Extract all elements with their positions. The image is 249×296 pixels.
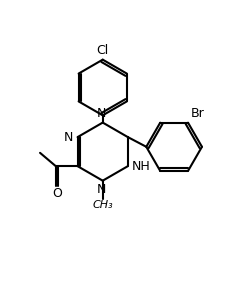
Text: Br: Br bbox=[190, 107, 204, 120]
Text: N: N bbox=[97, 107, 106, 120]
Text: N: N bbox=[97, 183, 106, 196]
Text: CH₃: CH₃ bbox=[92, 200, 113, 210]
Text: NH: NH bbox=[131, 160, 150, 173]
Text: O: O bbox=[52, 187, 62, 200]
Text: N: N bbox=[63, 131, 73, 144]
Text: Cl: Cl bbox=[97, 44, 109, 57]
